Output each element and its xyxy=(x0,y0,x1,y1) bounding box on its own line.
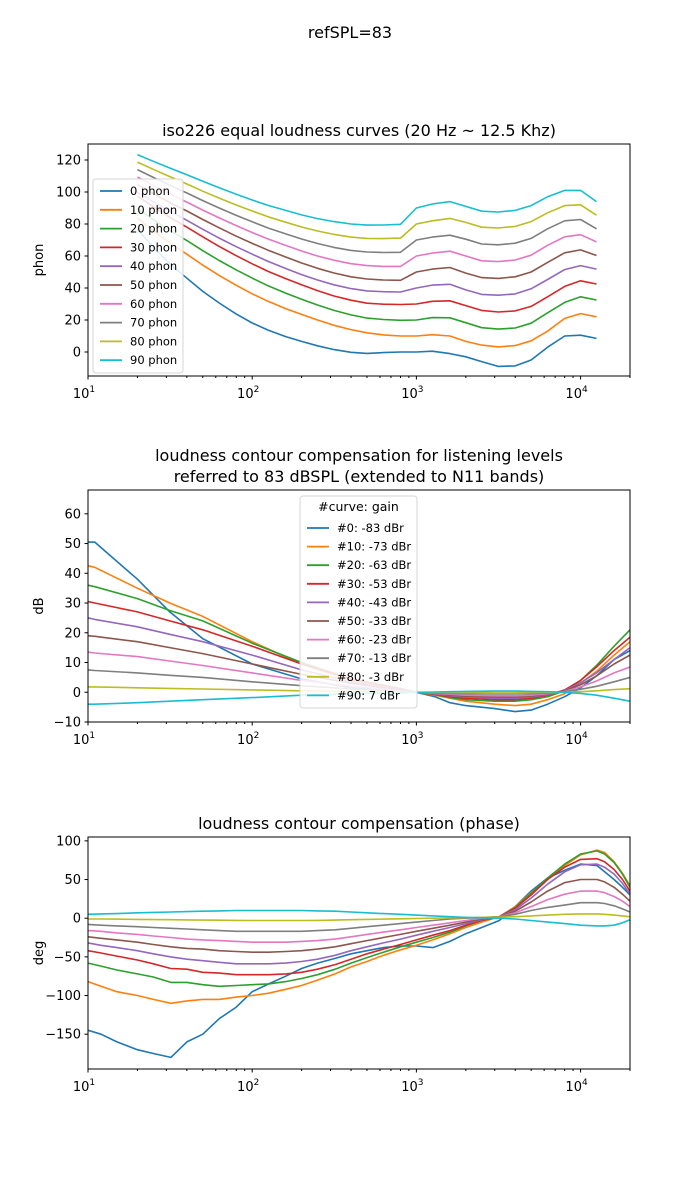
legend-entry: #40: -43 dBr xyxy=(337,595,411,609)
chart-title: loudness contour compensation for listen… xyxy=(155,446,563,465)
y-tick-label: 0 xyxy=(73,912,81,927)
charts: iso226 equal loudness curves (20 Hz ~ 12… xyxy=(32,121,631,1095)
legend-entry: 0 phon xyxy=(130,184,170,198)
series-line xyxy=(88,901,630,933)
chart-title: referred to 83 dBSPL (extended to N11 ba… xyxy=(174,467,545,486)
y-tick-label: −100 xyxy=(45,989,81,1004)
y-tick-label: 100 xyxy=(56,186,81,201)
legend-entry: 90 phon xyxy=(130,353,177,367)
series-line xyxy=(88,913,630,922)
legend-entry: #30: -53 dBr xyxy=(337,577,411,591)
figure-suptitle: refSPL=83 xyxy=(308,23,392,42)
y-tick-label: 0 xyxy=(73,346,81,361)
y-tick-label: −10 xyxy=(54,716,81,731)
legend-entry: 40 phon xyxy=(130,259,177,273)
series-line xyxy=(136,191,597,297)
y-axis-label: dB xyxy=(32,597,47,614)
legend-entry: #70: -13 dBr xyxy=(337,651,411,665)
chart-iso226: iso226 equal loudness curves (20 Hz ~ 12… xyxy=(32,121,631,402)
legend: #curve: gain #0: -83 dBr #10: -73 dBr #20: … xyxy=(299,495,418,709)
series-line xyxy=(88,849,630,1005)
series-line xyxy=(88,857,630,976)
y-tick-label: 80 xyxy=(64,218,81,233)
y-tick-label: 60 xyxy=(64,250,81,265)
chart-compensation: loudness contour compensation for listen… xyxy=(32,446,631,748)
y-tick-label: 30 xyxy=(64,597,81,612)
legend-entry: #10: -73 dBr xyxy=(337,540,411,554)
series-line xyxy=(137,153,597,226)
legend-entry: 80 phon xyxy=(130,334,177,348)
series-line xyxy=(88,909,630,927)
legend-entry: 20 phon xyxy=(130,222,177,236)
chart-phase: loudness contour compensation (phase)101… xyxy=(32,814,631,1095)
series-line xyxy=(88,690,630,706)
y-tick-label: 20 xyxy=(64,314,81,329)
y-tick-label: 50 xyxy=(64,537,81,552)
legend-entry: 10 phon xyxy=(130,203,177,217)
series-line xyxy=(136,228,597,368)
y-tick-label: 120 xyxy=(56,154,81,169)
y-tick-label: 60 xyxy=(64,507,81,522)
y-tick-label: 40 xyxy=(64,567,81,582)
legend-entry: #60: -23 dBr xyxy=(337,633,411,647)
legend-entry: #0: -83 dBr xyxy=(337,521,404,535)
plot-frame xyxy=(87,489,631,723)
plot-frame xyxy=(87,143,631,377)
series-line xyxy=(137,176,597,268)
series-line xyxy=(137,183,597,282)
series-line xyxy=(88,878,630,954)
y-axis-label: deg xyxy=(32,941,47,966)
legend-entry: #20: -63 dBr xyxy=(337,558,411,572)
legend-entry: #50: -33 dBr xyxy=(337,614,411,628)
legend-box xyxy=(92,178,184,374)
y-tick-label: 0 xyxy=(73,686,81,701)
legend-title: #curve: gain xyxy=(318,499,399,514)
y-tick-label: 10 xyxy=(64,656,81,671)
legend-entry: #80: -3 dBr xyxy=(337,670,404,684)
series-line xyxy=(136,195,597,313)
chart-title: loudness contour compensation (phase) xyxy=(198,814,520,833)
y-tick-label: 50 xyxy=(64,873,81,888)
series-line xyxy=(88,850,630,988)
series-line xyxy=(137,168,597,254)
series-line xyxy=(88,890,630,944)
series-line xyxy=(136,217,597,348)
series-line xyxy=(137,161,597,240)
y-axis-label: phon xyxy=(32,244,47,277)
series-group xyxy=(88,541,630,713)
y-tick-label: 100 xyxy=(56,834,81,849)
y-tick-label: 40 xyxy=(64,282,81,297)
plot-frame xyxy=(87,836,631,1070)
legend-box xyxy=(299,495,418,709)
series-group xyxy=(88,849,630,1059)
legend-entry: 60 phon xyxy=(130,297,177,311)
series-line xyxy=(136,207,597,330)
y-tick-label: −50 xyxy=(54,950,81,965)
series-line xyxy=(88,863,630,1059)
chart-title: iso226 equal loudness curves (20 Hz ~ 12… xyxy=(162,121,556,140)
series-group xyxy=(136,153,597,368)
legend-entry: 70 phon xyxy=(130,316,177,330)
legend-entry: 50 phon xyxy=(130,278,177,292)
legend-entry: #90: 7 dBr xyxy=(337,688,400,702)
series-line xyxy=(88,863,630,965)
y-tick-label: 20 xyxy=(64,626,81,641)
legend: 0 phon 10 phon 20 phon 30 phon 40 phon 50 pho… xyxy=(92,178,184,374)
y-tick-label: −150 xyxy=(45,1028,81,1043)
legend-entry: 30 phon xyxy=(130,240,177,254)
